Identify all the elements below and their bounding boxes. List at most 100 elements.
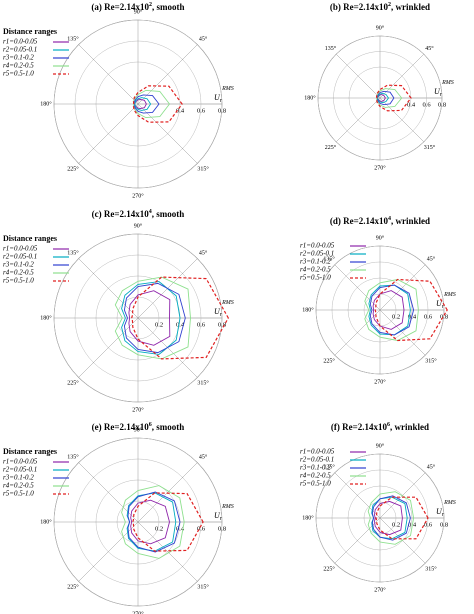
series-curve (375, 496, 429, 540)
theta-tick-label: 180° (302, 306, 314, 313)
theta-tick-label: 270° (132, 610, 144, 614)
theta-tick-label: 90° (134, 222, 143, 229)
theta-tick-label: 315° (197, 379, 209, 386)
theta-tick-label: 45° (199, 453, 208, 460)
r-axis-label: Ur RMS (214, 504, 234, 522)
legend-label: r3=0.1-0.2 (3, 261, 34, 269)
legend-label: r5=0.5-1.0 (300, 274, 331, 282)
legend-label: r4=0.2-0.5 (300, 266, 331, 274)
legend-label: r5=0.5-1.0 (300, 480, 331, 488)
panel-title: (b) Re=2.14x102, wrinkled (330, 2, 430, 12)
theta-tick-label: 315° (425, 357, 437, 364)
title-part: 6 (149, 422, 152, 428)
panel-title: (d) Re=2.14x104, wrinkled (330, 216, 430, 226)
theta-tick-label: 135° (67, 249, 79, 256)
r-tick-label: 0.6 (197, 321, 206, 328)
r-tick-label: 0.2 (392, 313, 400, 320)
theta-grid-line (379, 309, 426, 356)
theta-tick-label: 135° (67, 453, 79, 460)
r-tick-label: 0.8 (440, 521, 448, 528)
title-part: (c) Re=2.14x10 (92, 209, 150, 219)
series-curve (377, 92, 390, 104)
theta-grid-line (78, 317, 139, 378)
legend-title: Distance ranges (3, 234, 57, 243)
r-tick-label: 0.8 (440, 313, 448, 320)
theta-tick-label: 315° (197, 165, 209, 172)
title-part: (a) Re=2.14x10 (91, 2, 149, 12)
series-curve (369, 284, 415, 336)
r-tick-label: 0.2 (155, 525, 163, 532)
legend-label: r1=0.0-0.05 (3, 38, 38, 46)
legend-label: r1=0.0-0.05 (3, 245, 38, 253)
theta-grid-line (137, 462, 198, 523)
theta-tick-label: 270° (374, 164, 386, 171)
title-part: (b) Re=2.14x10 (330, 2, 389, 12)
legend-label: r2=0.05-0.1 (300, 456, 334, 464)
series-curve (374, 500, 403, 536)
theta-tick-label: 45° (199, 249, 208, 256)
legend-label: r4=0.2-0.5 (3, 62, 34, 70)
r-tick-label: 0.8 (218, 525, 226, 532)
series-curve (374, 278, 448, 342)
r-tick-label: 0.6 (424, 521, 433, 528)
title-part: , wrinkled (390, 422, 429, 432)
theta-tick-label: 180° (302, 514, 314, 521)
legend-label: r3=0.1-0.2 (3, 54, 34, 62)
theta-tick-label: 180° (40, 100, 52, 107)
r-tick-label: 0.4 (176, 525, 185, 532)
r-tick-label: 0.4 (176, 107, 185, 114)
legend-title: Distance ranges (3, 27, 57, 36)
legend-label: r5=0.5-1.0 (3, 70, 34, 78)
theta-tick-label: 315° (197, 583, 209, 590)
title-part: (f) Re=2.14x10 (331, 422, 388, 432)
legend-label: r5=0.5-1.0 (3, 277, 34, 285)
legend-label: r4=0.2-0.5 (3, 269, 34, 277)
panel-title: (c) Re=2.14x104, smooth (92, 209, 185, 219)
theta-tick-label: 45° (425, 45, 434, 52)
r-label-sup: RMS (443, 292, 456, 298)
theta-grid-line (335, 97, 381, 143)
theta-grid-line (78, 44, 139, 105)
theta-tick-label: 90° (134, 8, 143, 15)
theta-grid-line (379, 517, 426, 564)
r-label-sub: r (220, 312, 223, 318)
theta-tick-label: 225° (323, 357, 335, 364)
theta-tick-label: 45° (427, 255, 436, 262)
theta-tick-label: 45° (199, 35, 208, 42)
theta-tick-label: 90° (134, 426, 143, 433)
r-tick-label: 0.4 (407, 101, 416, 108)
theta-tick-label: 225° (67, 165, 79, 172)
theta-grid-line (137, 521, 198, 582)
r-label-sup: RMS (221, 504, 234, 510)
theta-grid-line (379, 97, 425, 143)
title-part: , wrinkled (391, 2, 430, 12)
legend-label: r2=0.05-0.1 (3, 46, 37, 54)
theta-grid-line (379, 264, 426, 311)
r-tick-label: 0.4 (176, 321, 185, 328)
legend-label: r2=0.05-0.1 (3, 253, 37, 261)
panel-title: (e) Re=2.14x106, smooth (92, 422, 185, 432)
series-curve (371, 495, 411, 541)
theta-tick-label: 135° (323, 463, 335, 470)
theta-grid-line (78, 521, 139, 582)
series-curve (121, 485, 185, 559)
theta-grid-line (379, 472, 426, 519)
theta-tick-label: 135° (67, 35, 79, 42)
legend-label: r3=0.1-0.2 (3, 474, 34, 482)
r-label-sub: r (442, 304, 445, 310)
series-curve (134, 97, 152, 111)
r-label-sup: RMS (443, 500, 456, 506)
theta-grid-line (78, 462, 139, 523)
title-part: 6 (387, 422, 390, 428)
r-label-base: U (434, 87, 441, 96)
r-label-base: U (214, 307, 221, 316)
legend-label: r2=0.05-0.1 (3, 466, 37, 474)
r-label-base: U (436, 299, 443, 308)
theta-tick-label: 135° (323, 255, 335, 262)
series-curve (121, 281, 181, 355)
theta-tick-label: 90° (376, 24, 385, 31)
r-tick-label: 0.6 (424, 313, 433, 320)
legend-label: r4=0.2-0.5 (3, 482, 34, 490)
series-curve (128, 290, 171, 346)
